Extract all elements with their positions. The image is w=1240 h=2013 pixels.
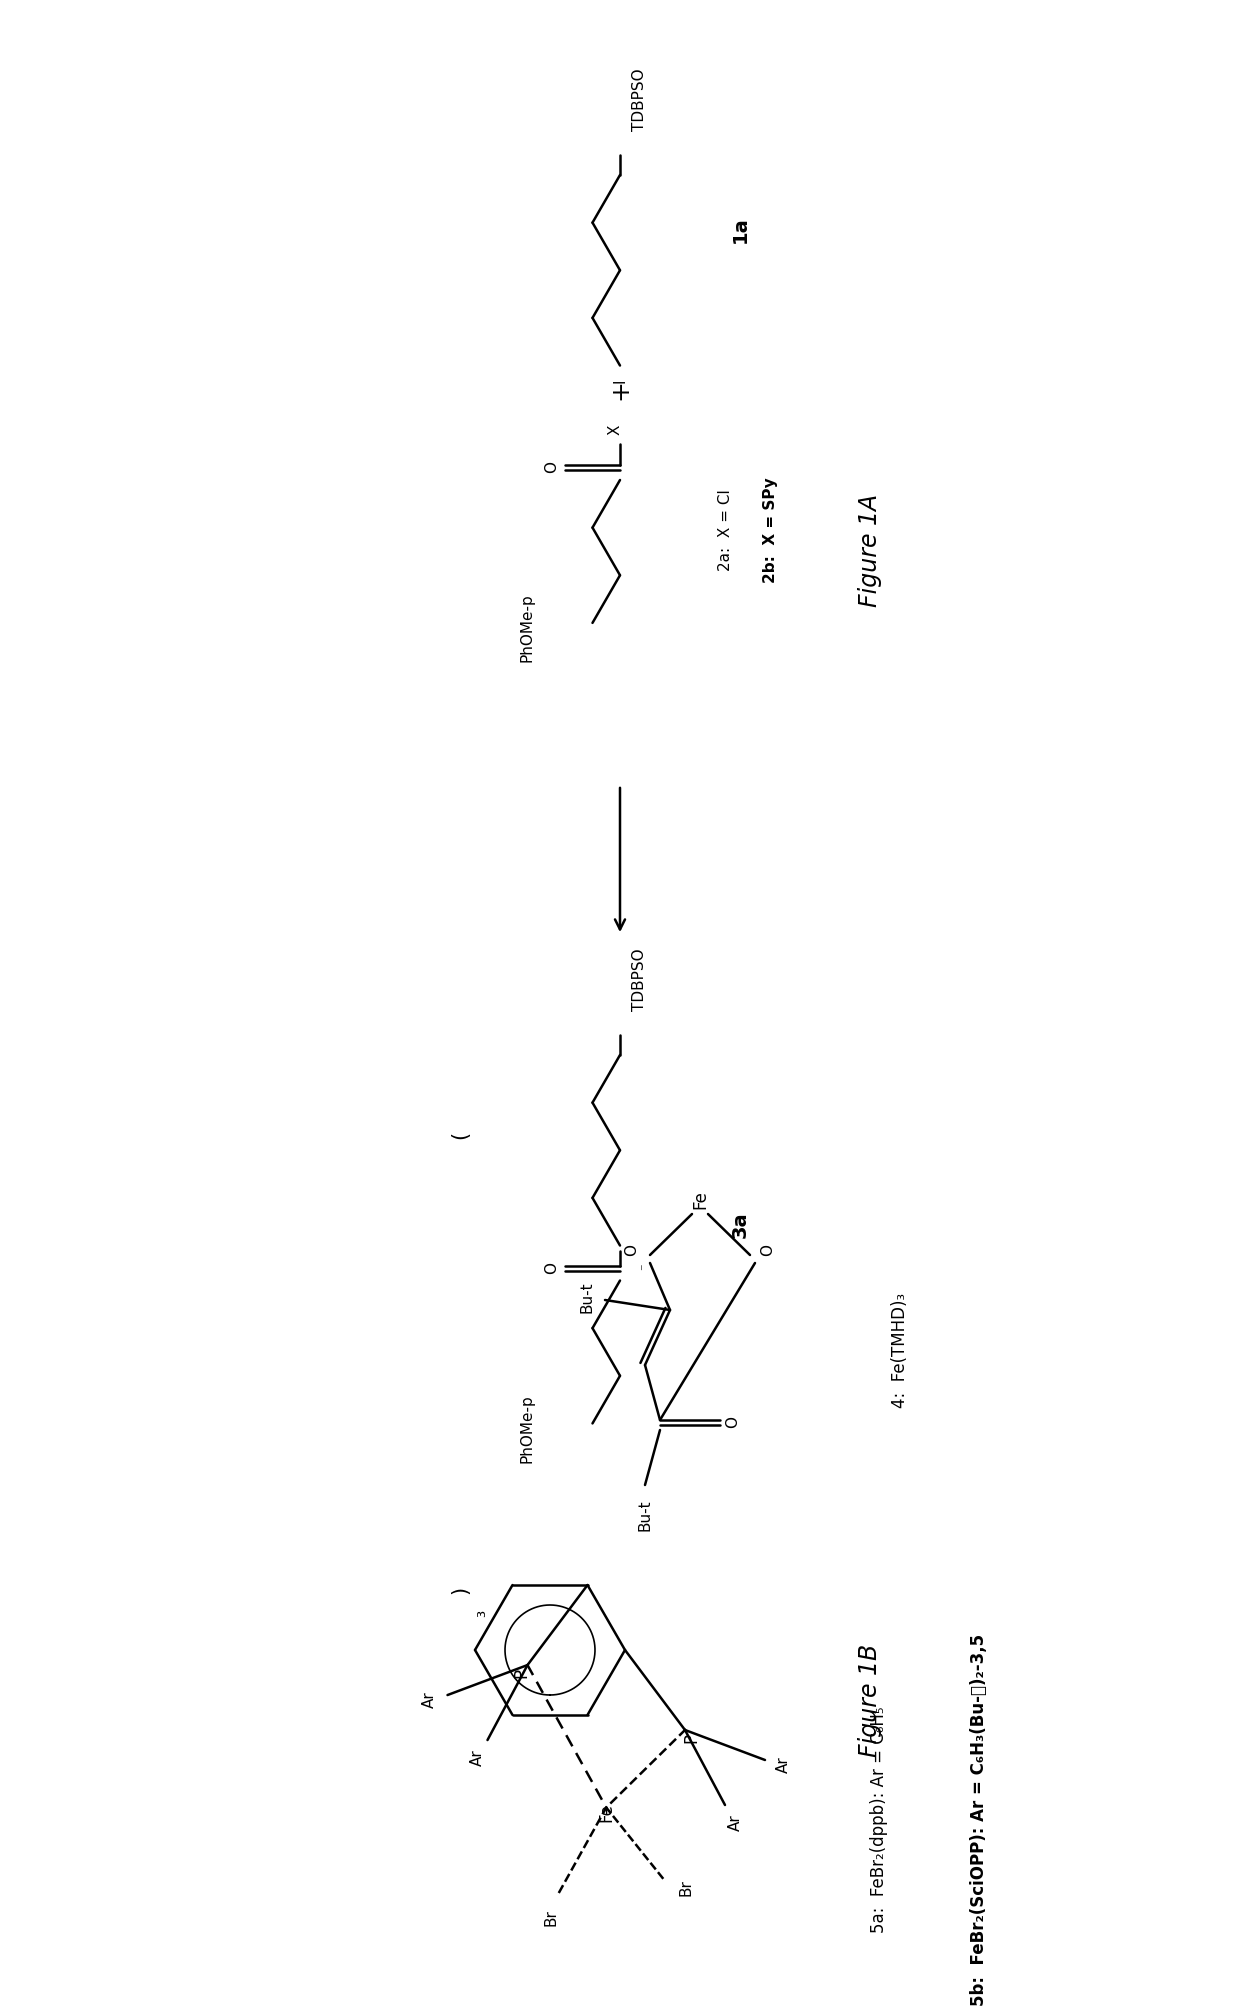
Text: O: O (725, 1415, 740, 1427)
Text: P: P (682, 1733, 701, 1743)
Text: Ar: Ar (470, 1749, 485, 1767)
Text: ₃: ₃ (471, 1610, 489, 1616)
Text: Ar: Ar (775, 1757, 791, 1773)
Text: Figure 1A: Figure 1A (858, 493, 882, 606)
Text: Bu-t: Bu-t (637, 1500, 652, 1530)
Text: O: O (760, 1244, 775, 1256)
Text: I: I (613, 378, 627, 382)
Text: TDBPSO: TDBPSO (632, 948, 647, 1011)
Text: P: P (512, 1669, 531, 1679)
Text: Ar: Ar (728, 1814, 743, 1832)
Text: ⁻: ⁻ (639, 1264, 651, 1270)
Text: Bu-t: Bu-t (579, 1280, 594, 1312)
Text: Br: Br (544, 1908, 559, 1926)
Text: 3a: 3a (730, 1212, 749, 1238)
Text: TDBPSO: TDBPSO (632, 68, 647, 131)
Text: PhOMe-p: PhOMe-p (520, 1395, 534, 1463)
Text: O: O (625, 1244, 640, 1256)
Text: 1a: 1a (730, 217, 749, 244)
Text: Fe: Fe (691, 1190, 709, 1210)
Text: Br: Br (678, 1878, 693, 1896)
Text: PhOMe-p: PhOMe-p (520, 594, 534, 662)
Text: X: X (608, 425, 622, 435)
Text: Ar: Ar (422, 1691, 436, 1709)
Text: 4:  Fe(TMHD)₃: 4: Fe(TMHD)₃ (892, 1292, 909, 1407)
Text: O: O (544, 1262, 559, 1274)
Text: 2b:  X = SPy: 2b: X = SPy (763, 477, 777, 584)
Text: 2a:  X = Cl: 2a: X = Cl (718, 489, 733, 572)
Text: Figure 1B: Figure 1B (858, 1643, 882, 1757)
Text: ): ) (450, 1586, 470, 1594)
Text: 5b:  FeBr₂(SciOPP): Ar = C₆H₃(Bu-ᵜ)₂-3,5: 5b: FeBr₂(SciOPP): Ar = C₆H₃(Bu-ᵜ)₂-3,5 (970, 1635, 988, 2007)
Text: O: O (544, 461, 559, 473)
Text: (: ( (450, 1131, 470, 1139)
Text: +: + (608, 380, 632, 401)
Text: 5a:  FeBr₂(dppb): Ar = C₆H₅: 5a: FeBr₂(dppb): Ar = C₆H₅ (870, 1707, 888, 1932)
Text: Fe: Fe (598, 1804, 615, 1822)
